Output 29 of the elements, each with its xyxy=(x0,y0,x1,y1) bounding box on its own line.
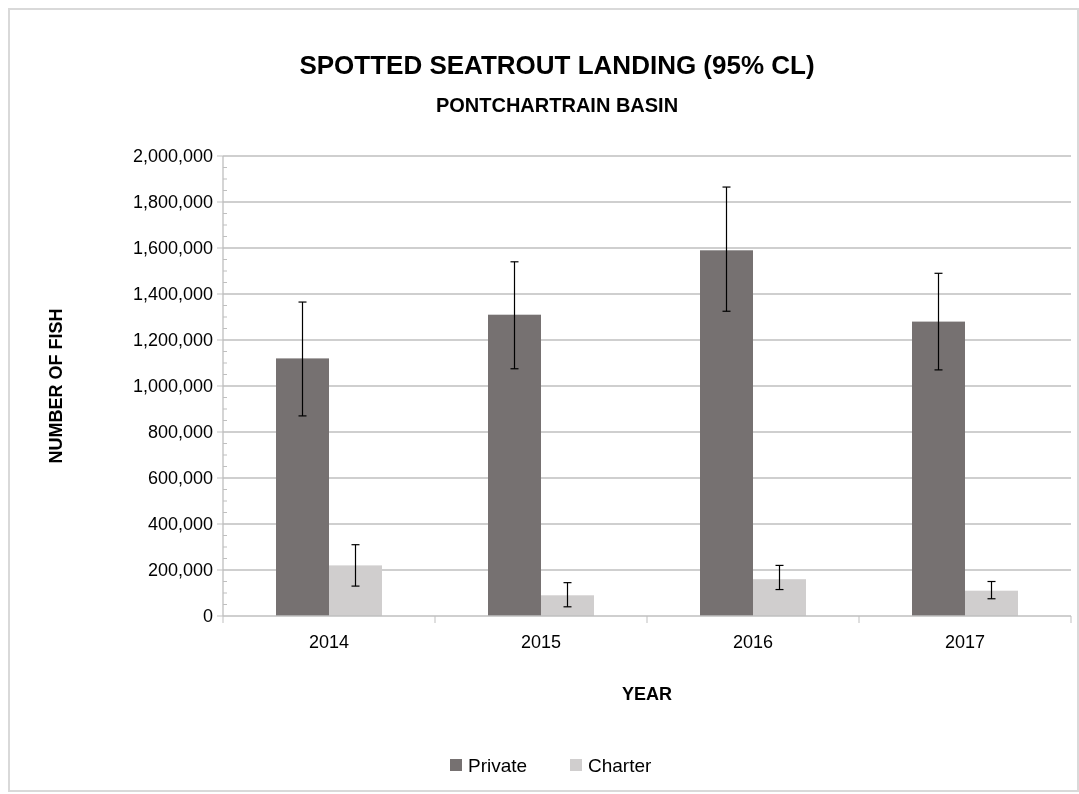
bar xyxy=(912,321,965,616)
chart-title: SPOTTED SEATROUT LANDING (95% CL) xyxy=(299,50,815,80)
y-tick-label: 1,200,000 xyxy=(132,330,213,351)
x-tick-label: 2016 xyxy=(732,632,774,652)
bar xyxy=(488,314,541,616)
chart-subtitle: PONTCHARTRAIN BASIN xyxy=(435,94,679,116)
bar xyxy=(276,358,329,616)
bar xyxy=(541,595,594,616)
x-tick-label: 2015 xyxy=(520,632,562,652)
y-tick-label: 800,000 xyxy=(147,422,213,443)
y-tick-label: 2,000,000 xyxy=(132,146,213,167)
x-tick-label: 2014 xyxy=(308,632,350,652)
y-tick-label: 1,400,000 xyxy=(132,284,213,305)
bar xyxy=(753,579,806,616)
y-tick-label: 600,000 xyxy=(147,468,213,489)
y-tick-label: 400,000 xyxy=(147,514,213,535)
x-tick-label: 2017 xyxy=(944,632,986,652)
bar xyxy=(329,565,382,616)
y-tick-label: 0 xyxy=(202,606,213,627)
bar xyxy=(700,250,753,616)
y-tick-label: 1,600,000 xyxy=(132,238,213,259)
y-axis-title: NUMBER OF FISH xyxy=(46,308,66,464)
x-axis-title: YEAR xyxy=(621,684,673,704)
y-tick-label: 200,000 xyxy=(147,560,213,581)
bar xyxy=(965,590,1018,616)
legend-label: Private xyxy=(468,754,528,776)
legend-label: Charter xyxy=(588,754,653,776)
y-tick-label: 1,800,000 xyxy=(132,192,213,213)
y-tick-label: 1,000,000 xyxy=(132,376,213,397)
